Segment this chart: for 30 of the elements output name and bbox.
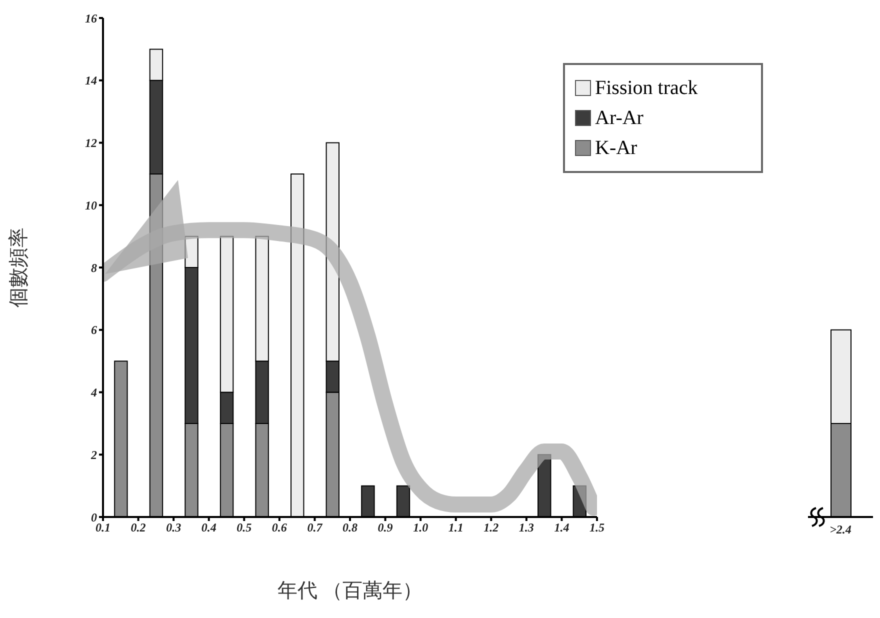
x-tick-label: 1.5 xyxy=(590,520,604,535)
x-tick-label: 1.0 xyxy=(413,520,428,535)
x-tick-label: 0.2 xyxy=(130,520,146,535)
y-tick-label: 2 xyxy=(90,448,97,462)
x-tick-label: 0.4 xyxy=(201,520,216,535)
x-tick-label: 0.6 xyxy=(272,520,287,535)
x-tick-label: 1.4 xyxy=(554,520,570,535)
x-tick-label: 0.1 xyxy=(96,520,110,535)
y-tick-label: 16 xyxy=(85,11,97,26)
y-axis-title: 個數頻率 xyxy=(8,228,30,308)
x-tick-label: 0.5 xyxy=(236,520,252,535)
x-axis-title: 年代 （百萬年） xyxy=(278,580,422,602)
legend-label: Fission track xyxy=(595,76,698,101)
x-tick-label: 0.3 xyxy=(166,520,182,535)
legend-label: Ar-Ar xyxy=(595,106,644,131)
y-tick-label: 4 xyxy=(90,386,97,400)
x-tick-label: 0.8 xyxy=(342,520,358,535)
y-tick-label: 12 xyxy=(85,136,97,150)
x-tick-label: 1.2 xyxy=(484,520,499,535)
y-tick-label: 8 xyxy=(91,260,97,275)
x-tick-label: 0.9 xyxy=(378,520,393,535)
y-tick-label: 0 xyxy=(91,510,97,524)
y-tick-label: 6 xyxy=(91,323,97,338)
legend-label: K-Ar xyxy=(595,136,638,161)
y-tick-label: 10 xyxy=(85,198,97,212)
y-tick-label: 14 xyxy=(85,74,97,88)
x-tick-label: 0.7 xyxy=(307,520,324,535)
x-tick-label: 1.1 xyxy=(448,520,464,535)
x-tick-label: 1.3 xyxy=(518,520,534,535)
x-tick-label: >2.4 xyxy=(830,522,852,537)
